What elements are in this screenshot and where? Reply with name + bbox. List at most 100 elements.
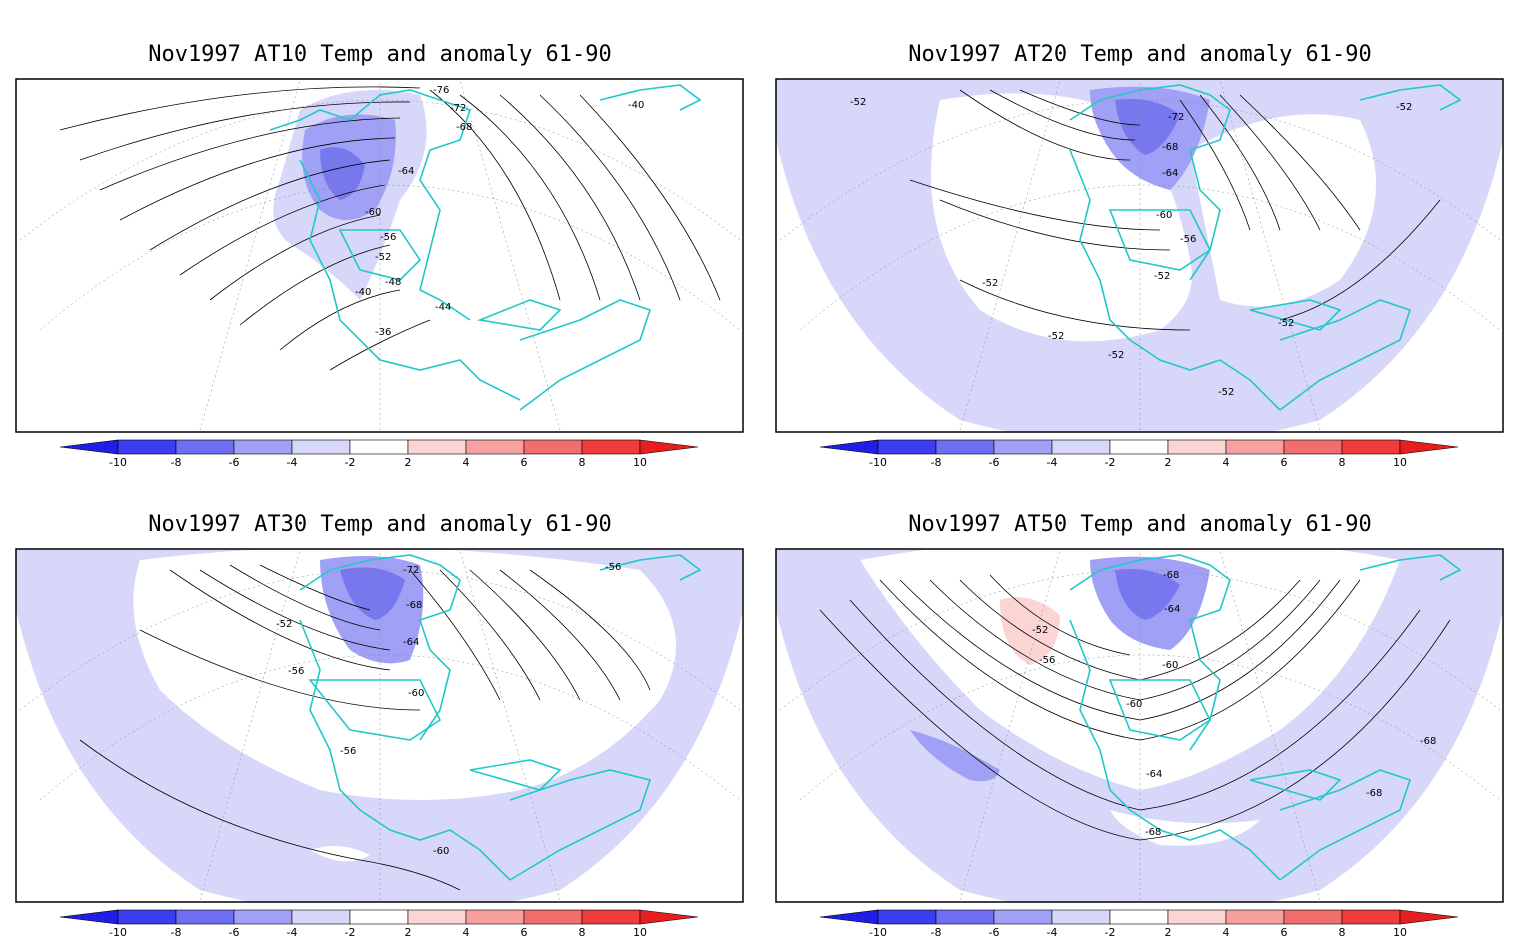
contour-label: -64 (398, 166, 414, 177)
map-frame (775, 78, 1504, 433)
contour-label: -56 (605, 562, 621, 573)
colorbar-tick-label: -10 (109, 456, 127, 469)
colorbar-segment (993, 909, 1053, 925)
colorbar-tick-label: -4 (287, 926, 298, 939)
colorbar-segment (1225, 909, 1285, 925)
contour-label: -68 (1145, 827, 1161, 838)
colorbar: -10 -8 -6 -4 -2 2 4 6 8 10 (819, 439, 1459, 469)
contour-label: -52 (1278, 318, 1294, 329)
colorbar-segment (1399, 909, 1459, 925)
panel-title: Nov1997 AT20 Temp and anomaly 61-90 (908, 42, 1372, 67)
colorbar-segment (993, 439, 1053, 455)
contour-label: -52 (1032, 625, 1048, 636)
colorbar-segment (639, 439, 699, 455)
colorbar-tick-label: -4 (1047, 926, 1058, 939)
contour-label: -72 (450, 103, 466, 114)
panel-title: Nov1997 AT50 Temp and anomaly 61-90 (908, 512, 1372, 537)
contour-label: -68 (1366, 788, 1382, 799)
colorbar-tick-label: 10 (633, 926, 647, 939)
map-at30: -72 -56 -68 -52 -64 -56 -60 -56 -60 -10-… (15, 548, 744, 939)
colorbar-segment (59, 909, 119, 925)
colorbar-segment (1167, 439, 1227, 455)
contour-label: -48 (385, 277, 401, 288)
contour-label: -60 (1156, 210, 1172, 221)
contour-label: -56 (380, 232, 396, 243)
contour-label: -44 (435, 302, 451, 313)
anomaly-shading (273, 90, 427, 300)
colorbar-tick-label: 4 (463, 456, 470, 469)
colorbar-tick-label: 6 (521, 456, 528, 469)
colorbar-segment (877, 909, 937, 925)
colorbar-segment (175, 909, 235, 925)
colorbar-tick-label: 2 (405, 456, 412, 469)
map-at10: -76 -72 -68 -64 -60 -56 -52 -48 -44 -40 … (15, 78, 744, 469)
graticule (19, 549, 741, 901)
map-at20: -52 -72 -68 -64 -60 -56 -52 -52 -52 -52 … (775, 78, 1504, 469)
contour-labels: -72 -56 -68 -52 -64 -56 -60 -56 -60 (276, 562, 621, 857)
colorbar-tick-label: 8 (1339, 456, 1346, 469)
graticule (779, 79, 1501, 431)
contour-label: -60 (433, 846, 449, 857)
colorbar: -10 -8 -6 -4 -2 2 4 6 8 10 (59, 439, 699, 469)
colorbar-segment (291, 439, 351, 455)
colorbar-segment (349, 439, 409, 455)
contour-label: -52 (1048, 331, 1064, 342)
colorbar-segment (465, 439, 525, 455)
contour-label: -52 (1218, 387, 1234, 398)
contour-label: -52 (982, 278, 998, 289)
coastlines (299, 554, 702, 881)
map-at50: -68 -64 -52 -56 -60 -60 -68 -64 -68 -68 … (775, 548, 1504, 939)
colorbar: -10 -8 -6 -4 -2 2 4 6 8 10 (59, 909, 699, 939)
colorbar-tick-label: 6 (1281, 926, 1288, 939)
contour-label: -52 (1154, 271, 1170, 282)
colorbar-segment (1341, 439, 1401, 455)
colorbar-segment (233, 909, 293, 925)
anomaly-shading (16, 549, 743, 902)
panel-title: Nov1997 AT30 Temp and anomaly 61-90 (148, 512, 612, 537)
contour-label: -52 (375, 252, 391, 263)
contour-label: -72 (403, 565, 419, 576)
panel-at10: Nov1997 AT10 Temp and anomaly 61-90 (0, 0, 760, 470)
colorbar-segment (819, 439, 879, 455)
colorbar-segment (1051, 909, 1111, 925)
colorbar-segment (523, 909, 583, 925)
colorbar-tick-label: -4 (287, 456, 298, 469)
colorbar-tick-label: -6 (229, 456, 240, 469)
contour-label: -52 (276, 619, 292, 630)
colorbar-tick-label: 4 (1223, 456, 1230, 469)
contour-label: -68 (456, 122, 472, 133)
panel-at20: Nov1997 AT20 Temp and anomaly 61-90 (760, 0, 1520, 470)
contour-label: -64 (1146, 769, 1162, 780)
colorbar-segment (349, 909, 409, 925)
colorbar-segment (465, 909, 525, 925)
colorbar-segment (819, 909, 879, 925)
contour-labels: -76 -72 -68 -64 -60 -56 -52 -48 -44 -40 … (355, 85, 644, 338)
colorbar-tick-label: 8 (1339, 926, 1346, 939)
contour-label: -68 (406, 600, 422, 611)
colorbar-tick-label: -4 (1047, 456, 1058, 469)
contour-label: -60 (408, 688, 424, 699)
contour-label: -76 (433, 85, 449, 96)
colorbar-segment (291, 909, 351, 925)
colorbar-tick-label: -8 (171, 456, 182, 469)
contour-label: -56 (340, 746, 356, 757)
colorbar-tick-label: 2 (1165, 926, 1172, 939)
contour-labels: -68 -64 -52 -56 -60 -60 -68 -64 -68 -68 (1032, 570, 1436, 838)
contour-label: -56 (1180, 234, 1196, 245)
contour-label: -52 (850, 97, 866, 108)
colorbar-segment (233, 439, 293, 455)
colorbar-tick-label: 10 (1393, 456, 1407, 469)
temperature-contours (59, 86, 721, 371)
map-frame (775, 548, 1504, 903)
coastlines (269, 84, 702, 411)
contour-label: -56 (288, 666, 304, 677)
colorbar-tick-label: -2 (1105, 456, 1116, 469)
colorbar-segment (1341, 909, 1401, 925)
colorbar-segment (1167, 909, 1227, 925)
coastlines (1069, 84, 1462, 411)
colorbar-tick-label: -6 (229, 926, 240, 939)
colorbar-tick-label: -8 (931, 926, 942, 939)
colorbar-segment (523, 439, 583, 455)
contour-label: -64 (403, 637, 419, 648)
colorbar-segment (581, 439, 641, 455)
